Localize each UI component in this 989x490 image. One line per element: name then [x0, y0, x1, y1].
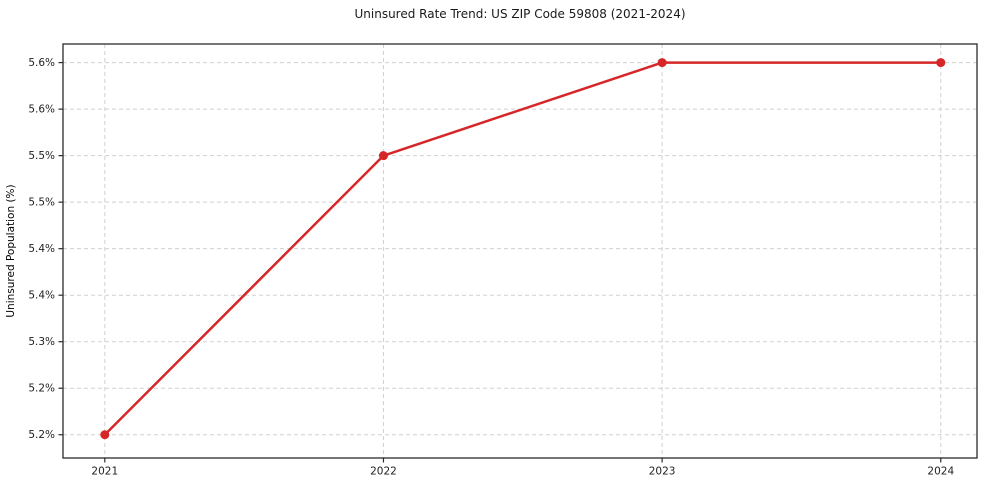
y-tick-label: 5.2%	[28, 429, 55, 441]
trend-line	[103, 61, 943, 436]
y-tick-label: 5.3%	[28, 336, 55, 348]
x-tick-label: 2024	[927, 466, 954, 478]
x-tick-label: 2021	[91, 466, 118, 478]
y-tick-label: 5.6%	[28, 57, 55, 69]
y-tick-label: 5.5%	[28, 197, 55, 209]
data-point	[378, 151, 388, 161]
x-tick-label: 2022	[370, 466, 397, 478]
plot-frame	[62, 43, 978, 459]
y-tick-label: 5.5%	[28, 150, 55, 162]
x-tick-label: 2023	[649, 466, 676, 478]
y-tick-label: 5.6%	[28, 104, 55, 116]
chart-title: Uninsured Rate Trend: US ZIP Code 59808 …	[354, 7, 686, 21]
plot-area: 5.2% 5.2% 5.3% 5.4% 5.4% 5.5% 5.5% 5.6% 5.6% 2021…	[28, 43, 978, 478]
y-tick-label: 5.2%	[28, 383, 55, 395]
data-point	[100, 430, 110, 440]
data-point	[657, 58, 667, 68]
y-tick-label: 5.4%	[28, 290, 55, 302]
y-axis-label: Uninsured Population (%)	[5, 184, 17, 317]
data-point	[936, 58, 946, 68]
y-tick-label: 5.4%	[28, 243, 55, 255]
